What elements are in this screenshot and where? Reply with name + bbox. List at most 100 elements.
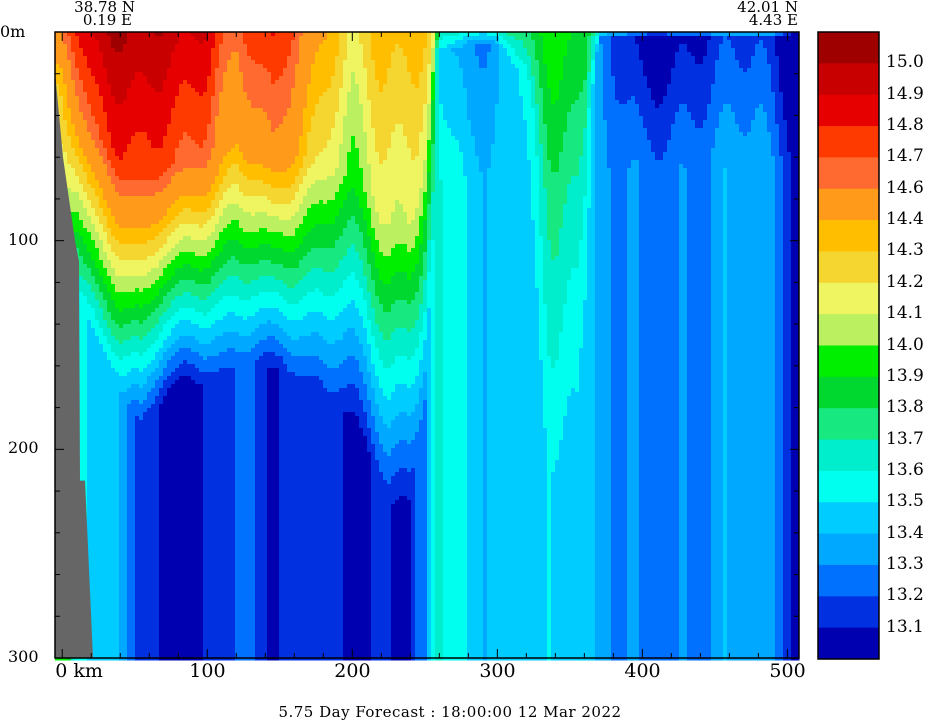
heat-cell <box>111 480 116 485</box>
heat-cell <box>139 336 144 341</box>
heat-cell <box>171 492 176 497</box>
heat-cell <box>111 448 116 453</box>
heat-cell <box>171 64 176 69</box>
heat-cell <box>179 232 184 237</box>
heat-cell <box>143 644 148 649</box>
heat-cell <box>67 196 72 201</box>
heat-cell <box>71 56 76 61</box>
heat-cell <box>99 604 104 609</box>
heat-cell <box>147 568 152 573</box>
heat-cell <box>167 536 172 541</box>
heat-cell <box>163 468 168 473</box>
heat-cell <box>87 368 92 373</box>
heat-cell <box>107 336 112 341</box>
heat-cell <box>127 464 132 469</box>
heat-cell <box>91 400 96 405</box>
heat-cell <box>135 496 140 501</box>
heat-cell <box>135 336 140 341</box>
heat-cell <box>91 280 96 285</box>
heat-cell <box>135 452 140 457</box>
heat-cell <box>135 188 140 193</box>
heat-cell <box>59 136 64 141</box>
heat-cell <box>155 64 160 69</box>
heat-cell <box>111 436 116 441</box>
heat-cell <box>171 332 176 337</box>
heat-cell <box>119 60 124 65</box>
heat-cell <box>79 384 84 389</box>
heat-cell <box>171 144 176 149</box>
heat-cell <box>139 548 144 553</box>
heat-cell <box>175 216 180 221</box>
heat-cell <box>159 324 164 329</box>
heat-cell <box>151 188 156 193</box>
heat-cell <box>171 556 176 561</box>
heat-cell <box>167 44 172 49</box>
heat-cell <box>151 180 156 185</box>
heat-cell <box>79 464 84 469</box>
heat-cell <box>59 76 64 81</box>
heat-cell <box>167 412 172 417</box>
heat-cell <box>179 492 184 497</box>
heat-cell <box>175 300 180 305</box>
heat-cell <box>127 472 132 477</box>
heat-cell <box>99 196 104 201</box>
heat-cell <box>119 472 124 477</box>
heat-cell <box>151 536 156 541</box>
heat-cell <box>87 492 92 497</box>
heat-cell <box>115 232 120 237</box>
heat-cell <box>95 272 100 277</box>
heat-cell <box>75 108 80 113</box>
heat-cell <box>135 644 140 649</box>
heat-cell <box>151 132 156 137</box>
heat-cell <box>171 40 176 45</box>
heat-cell <box>103 584 108 589</box>
heat-cell <box>175 468 180 473</box>
heat-cell <box>127 480 132 485</box>
heat-cell <box>139 432 144 437</box>
heat-cell <box>163 652 168 657</box>
heat-cell <box>67 180 72 185</box>
heat-cell <box>75 188 80 193</box>
heat-cell <box>91 628 96 633</box>
heat-cell <box>75 100 80 105</box>
heat-cell <box>159 232 164 237</box>
heat-cell <box>99 376 104 381</box>
heat-cell <box>67 60 72 65</box>
heat-cell <box>95 476 100 481</box>
heat-cell <box>111 116 116 121</box>
heat-cell <box>175 224 180 229</box>
heat-cell <box>163 380 168 385</box>
heat-cell <box>159 288 164 293</box>
heat-cell <box>83 436 88 441</box>
heat-cell <box>79 408 84 413</box>
heat-cell <box>87 304 92 309</box>
heat-cell <box>155 120 160 125</box>
heat-cell <box>127 220 132 225</box>
heat-cell <box>163 232 168 237</box>
heat-cell <box>171 204 176 209</box>
heat-cell <box>131 220 136 225</box>
heat-cell <box>179 168 184 173</box>
heat-cell <box>127 316 132 321</box>
heat-cell <box>91 580 96 585</box>
heat-cell <box>151 628 156 633</box>
heat-cell <box>147 328 152 333</box>
heat-cell <box>87 44 92 49</box>
heat-cell <box>107 36 112 41</box>
heat-cell <box>179 252 184 257</box>
heat-cell <box>67 88 72 93</box>
heat-cell <box>143 192 148 197</box>
heat-cell <box>155 536 160 541</box>
heat-cell <box>151 272 156 277</box>
heat-cell <box>127 212 132 217</box>
heat-cell <box>91 60 96 65</box>
heat-cell <box>91 128 96 133</box>
heat-cell <box>171 216 176 221</box>
heat-cell <box>171 608 176 613</box>
heat-cell <box>143 64 148 69</box>
heat-cell <box>71 188 76 193</box>
heat-cell <box>119 648 124 653</box>
heat-cell <box>115 88 120 93</box>
heat-cell <box>87 432 92 437</box>
heat-cell <box>123 472 128 477</box>
